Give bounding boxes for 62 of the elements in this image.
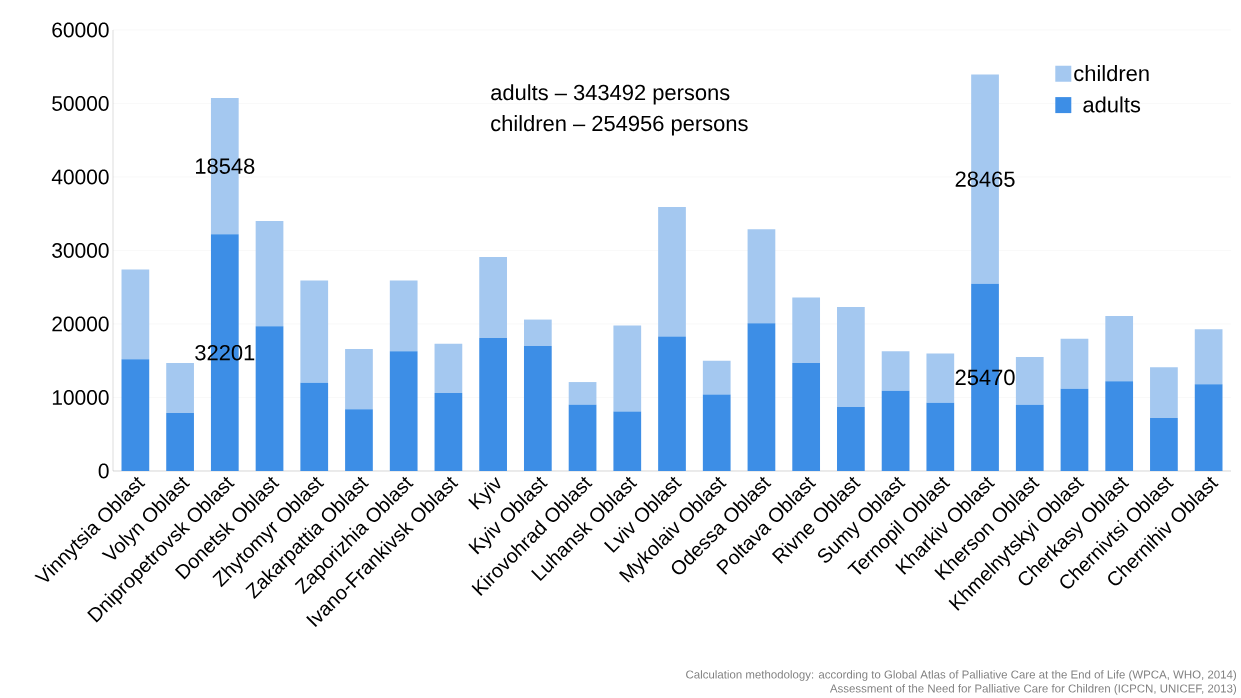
data-label: 18548 (196, 158, 255, 174)
bar (926, 353, 955, 403)
bar (1060, 388, 1089, 471)
bar (166, 362, 194, 413)
bar (613, 411, 642, 471)
annotation: adults – 343492 persons (491, 84, 730, 105)
y-tick-label: 30000 (52, 243, 109, 258)
y-tick-label: 20000 (52, 316, 109, 332)
bar (255, 326, 284, 471)
bar (747, 229, 776, 324)
bar (613, 325, 642, 412)
bar (434, 393, 463, 471)
bar (300, 280, 329, 383)
bar (345, 409, 373, 471)
bar (1150, 367, 1178, 419)
legend-label: children (1074, 65, 1149, 82)
y-tick-label: 40000 (51, 169, 109, 185)
annotation: children – 254956 persons (491, 115, 748, 136)
text: Assessment of the Need for Palliative Care for Children (ICPCN, UNICEF, 2013) (829, 684, 1237, 695)
bar (792, 362, 821, 471)
bar (1060, 338, 1089, 389)
bar (792, 297, 821, 363)
y-tick-label: 10000 (52, 390, 109, 405)
bar (702, 360, 731, 395)
bar (658, 336, 686, 471)
bar (389, 280, 418, 352)
bar (1105, 315, 1134, 382)
bar (1015, 404, 1044, 471)
bar (881, 390, 910, 471)
y-tick-label: 0 (98, 463, 109, 479)
bar (747, 323, 776, 471)
bar (1150, 418, 1178, 471)
bar (121, 269, 150, 360)
bar (1194, 329, 1223, 385)
bar (702, 394, 731, 471)
legend-label: adults (1083, 96, 1141, 113)
bar (479, 257, 507, 338)
bar (166, 412, 194, 471)
y-tick-label: 60000 (52, 22, 109, 38)
text: Calculation methodology: according to Global Atlas of Palliative Care at the End of Life (WPCA, WHO, 2014) (686, 670, 1237, 681)
bar (926, 402, 955, 471)
bar (837, 307, 865, 408)
bar (255, 221, 284, 327)
bar (837, 407, 865, 471)
bar (1105, 381, 1134, 471)
bar (523, 319, 552, 347)
bar (658, 207, 686, 337)
bar (568, 382, 597, 405)
bar (121, 359, 150, 471)
bar (479, 337, 507, 471)
x-tick-label: Kyiv (468, 476, 501, 510)
bar (1194, 384, 1223, 471)
bar (345, 348, 373, 410)
bar (389, 351, 418, 471)
y-tick-label: 50000 (52, 96, 109, 111)
bar (1015, 357, 1044, 405)
data-label: 28465 (955, 171, 1015, 187)
bar (523, 346, 552, 471)
bar (881, 351, 910, 391)
bar (568, 404, 597, 471)
bar (434, 343, 463, 394)
bar (300, 382, 329, 471)
